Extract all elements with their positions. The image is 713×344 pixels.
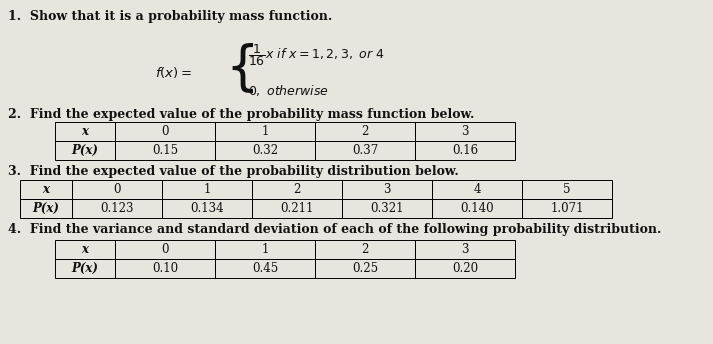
Bar [415, 259, 515, 278]
Text: 0: 0 [161, 243, 169, 256]
Bar [20, 199, 72, 218]
Text: x: x [81, 125, 88, 138]
Bar [162, 199, 252, 218]
Text: 0.134: 0.134 [190, 202, 224, 215]
Bar [72, 199, 162, 218]
Bar [315, 122, 415, 141]
Text: 1.  Show that it is a probability mass function.: 1. Show that it is a probability mass fu… [8, 10, 332, 23]
Text: $\dfrac{1}{16}x\ if\ x=1,2,3,\ or\ 4$: $\dfrac{1}{16}x\ if\ x=1,2,3,\ or\ 4$ [248, 42, 385, 68]
Text: 3: 3 [384, 183, 391, 196]
Text: 5: 5 [563, 183, 570, 196]
Bar [432, 180, 522, 199]
Text: 2: 2 [293, 183, 301, 196]
Text: x: x [43, 183, 49, 196]
Text: 4: 4 [473, 183, 481, 196]
Text: P(x): P(x) [71, 144, 98, 157]
Bar [115, 259, 215, 278]
Bar [55, 259, 115, 278]
Bar [215, 259, 315, 278]
Text: 0.211: 0.211 [280, 202, 314, 215]
Bar [252, 199, 342, 218]
Text: 2: 2 [361, 125, 369, 138]
Text: 0.123: 0.123 [101, 202, 134, 215]
Text: 4.  Find the variance and standard deviation of each of the following probabilit: 4. Find the variance and standard deviat… [8, 223, 662, 236]
Text: 0.37: 0.37 [352, 144, 378, 157]
Bar [20, 180, 72, 199]
Text: 2: 2 [361, 243, 369, 256]
Bar [55, 240, 115, 259]
Text: 0.140: 0.140 [460, 202, 494, 215]
Text: $f(x) = $: $f(x) = $ [155, 65, 192, 79]
Text: P(x): P(x) [71, 262, 98, 275]
Bar [315, 141, 415, 160]
Bar [415, 240, 515, 259]
Bar [432, 199, 522, 218]
Text: 0.25: 0.25 [352, 262, 378, 275]
Text: P(x): P(x) [33, 202, 59, 215]
Text: 0.10: 0.10 [152, 262, 178, 275]
Bar [115, 141, 215, 160]
Text: 3: 3 [461, 125, 468, 138]
Text: 1: 1 [203, 183, 210, 196]
Text: 0.20: 0.20 [452, 262, 478, 275]
Bar [215, 141, 315, 160]
Bar [522, 199, 612, 218]
Bar [55, 141, 115, 160]
Text: 0.15: 0.15 [152, 144, 178, 157]
Text: 3: 3 [461, 243, 468, 256]
Bar [415, 141, 515, 160]
Bar [162, 180, 252, 199]
Bar [252, 180, 342, 199]
Text: 0.45: 0.45 [252, 262, 278, 275]
Text: 1: 1 [261, 125, 269, 138]
Text: 0.16: 0.16 [452, 144, 478, 157]
Bar [315, 259, 415, 278]
Text: 1: 1 [261, 243, 269, 256]
Bar [215, 240, 315, 259]
Text: 3.  Find the expected value of the probability distribution below.: 3. Find the expected value of the probab… [8, 165, 458, 178]
Text: 0: 0 [113, 183, 120, 196]
Bar [522, 180, 612, 199]
Text: 1.071: 1.071 [550, 202, 584, 215]
Text: x: x [81, 243, 88, 256]
Text: $0,\ otherwise$: $0,\ otherwise$ [248, 83, 329, 97]
Bar [55, 122, 115, 141]
Bar [215, 122, 315, 141]
Bar [115, 122, 215, 141]
Bar [342, 199, 432, 218]
Text: 0.32: 0.32 [252, 144, 278, 157]
Bar [115, 240, 215, 259]
Bar [415, 122, 515, 141]
Bar [342, 180, 432, 199]
Bar [72, 180, 162, 199]
Text: $\{$: $\{$ [225, 41, 254, 95]
Text: 0.321: 0.321 [370, 202, 404, 215]
Bar [315, 240, 415, 259]
Text: 0: 0 [161, 125, 169, 138]
Text: 2.  Find the expected value of the probability mass function below.: 2. Find the expected value of the probab… [8, 108, 474, 121]
